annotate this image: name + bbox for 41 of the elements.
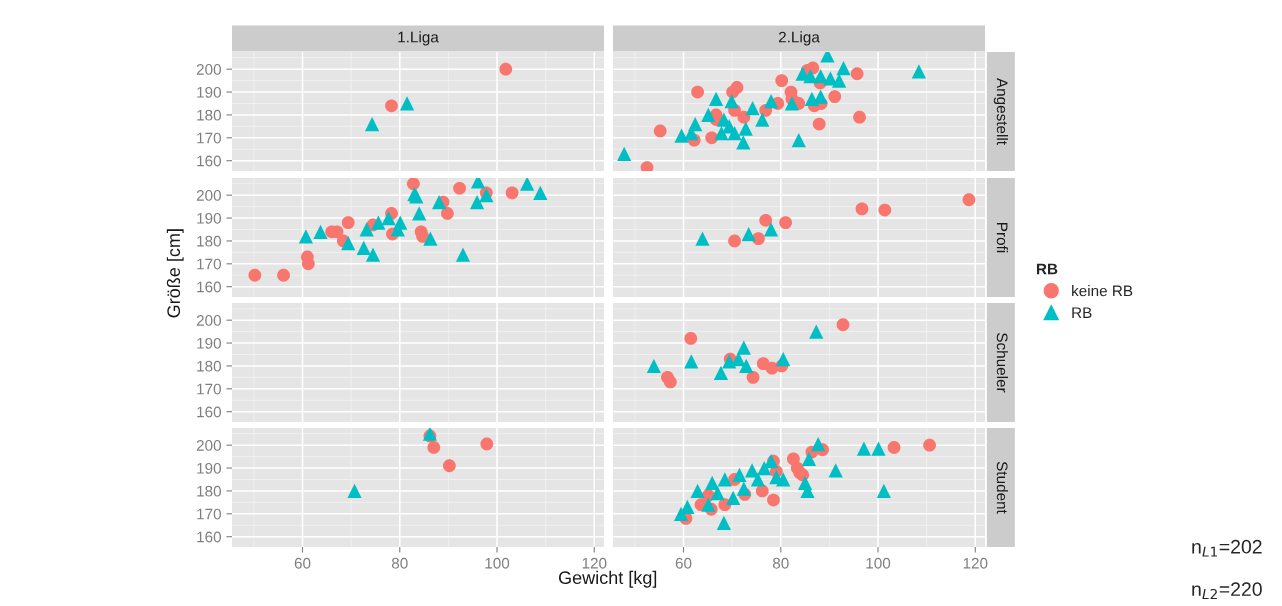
y-tick-label: 190: [197, 86, 221, 98]
y-tick-label: 160: [197, 281, 221, 293]
y-tick-label: 160: [197, 531, 221, 543]
chart-title: 1.Liga: [398, 31, 439, 46]
y-tick-label: 200: [196, 64, 221, 75]
y-tick-label: 200: [196, 440, 221, 451]
y-tick-label: 170: [197, 383, 221, 395]
x-axis-title: Gewicht [kg]: [558, 570, 657, 588]
y-tick-label: 180: [197, 109, 221, 121]
y-tick-label: 170: [197, 258, 221, 270]
x-tick-label: 80: [772, 557, 789, 569]
y-tick-label: 200: [196, 315, 221, 326]
y2-axis-title: Profi: [996, 223, 1008, 253]
legend-label: keine RB: [1072, 285, 1133, 297]
text: n$_{L2}$=220: [1192, 582, 1262, 600]
y-tick-label: 170: [197, 508, 221, 520]
x-tick-label: 100: [866, 557, 891, 569]
y2-axis-title: Student: [996, 461, 1008, 514]
y-tick-label: 160: [197, 406, 221, 418]
legend-label: RB: [1072, 307, 1092, 318]
y2-axis-title: Angestellt: [993, 77, 1008, 145]
y-tick-label: 180: [197, 235, 221, 247]
y-tick-label: 190: [197, 462, 221, 474]
chart-title: 2.Liga: [778, 31, 820, 46]
legend-title: RB: [1036, 263, 1058, 275]
x-tick-label: 60: [675, 557, 692, 569]
x-tick-label: 60: [294, 557, 311, 569]
y-tick-label: 190: [197, 212, 221, 224]
y-tick-label: 200: [196, 190, 221, 201]
y-tick-label: 160: [197, 155, 221, 167]
y-tick-label: 180: [197, 485, 221, 497]
x-tick-label: 120: [582, 557, 607, 569]
x-tick-label: 120: [963, 557, 988, 569]
x-tick-label: 100: [485, 557, 510, 569]
y-axis-title: Größe [cm]: [166, 229, 184, 318]
text: n$_{L1}$=202: [1192, 539, 1262, 557]
y-tick-label: 190: [197, 337, 221, 349]
y-tick-label: 170: [197, 132, 221, 144]
y2-axis-title: Schueler: [996, 333, 1008, 393]
y-tick-label: 180: [197, 360, 221, 372]
x-tick-label: 80: [391, 557, 408, 569]
